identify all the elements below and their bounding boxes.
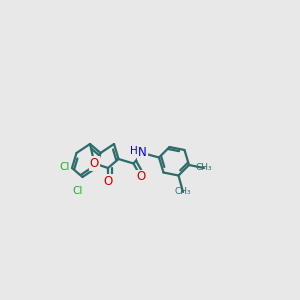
- Text: N: N: [138, 146, 147, 160]
- Text: O: O: [90, 157, 99, 170]
- Text: O: O: [136, 170, 146, 184]
- Text: Cl: Cl: [73, 185, 83, 196]
- Text: CH₃: CH₃: [175, 188, 191, 196]
- Text: H: H: [130, 146, 138, 157]
- Text: Cl: Cl: [59, 161, 70, 172]
- Text: O: O: [103, 175, 112, 188]
- Text: CH₃: CH₃: [196, 164, 212, 172]
